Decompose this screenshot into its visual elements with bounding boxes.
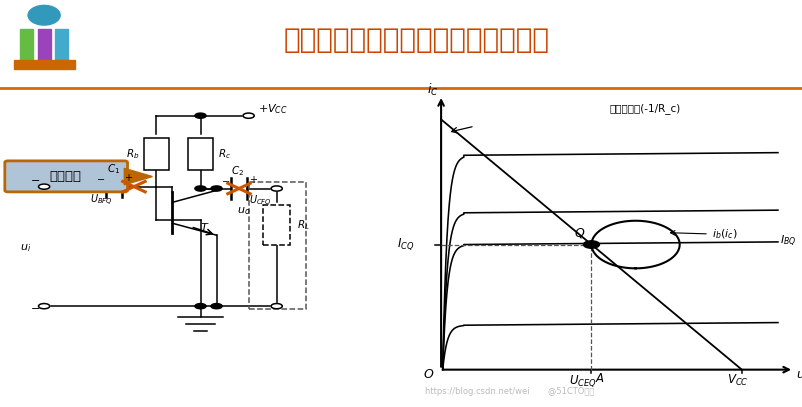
Text: $+$: $+$ [249,174,257,185]
Circle shape [211,186,222,191]
Text: $A$: $A$ [594,372,605,385]
Text: $U_{BFQ}$: $U_{BFQ}$ [90,193,112,208]
FancyBboxPatch shape [5,161,128,192]
Text: https://blog.csdn.net/wei       @51CTO博客: https://blog.csdn.net/wei @51CTO博客 [425,387,594,396]
Bar [263,205,290,245]
Text: $i_b(i_c)$: $i_b(i_c)$ [670,228,738,241]
Text: $i_C$: $i_C$ [427,82,438,98]
Text: $u_o$: $u_o$ [237,205,250,217]
Text: $-$: $-$ [96,173,105,183]
Text: $U_{CFQ}$: $U_{CFQ}$ [249,194,272,209]
Circle shape [243,113,254,118]
Text: 直流负载线(-1/R_c): 直流负载线(-1/R_c) [610,103,681,114]
Text: $u_{CE}$: $u_{CE}$ [796,370,802,383]
Text: $O$: $O$ [423,368,435,381]
Text: $I_{BQ}$: $I_{BQ}$ [780,234,796,249]
Circle shape [38,184,50,189]
Circle shape [211,304,222,309]
Polygon shape [124,168,152,185]
Circle shape [271,304,282,309]
Text: $T$: $T$ [200,221,210,234]
Circle shape [195,186,206,191]
Text: $-$: $-$ [30,174,41,184]
Circle shape [38,304,50,309]
Bar [144,138,169,170]
Text: $u_i$: $u_i$ [20,242,31,254]
Text: $+V_{CC}$: $+V_{CC}$ [258,103,288,116]
Text: 阻容耦合共射放大电路的直流负载线: 阻容耦合共射放大电路的直流负载线 [284,26,550,54]
Text: $C_2$: $C_2$ [231,164,244,178]
Text: $V_{CC}$: $V_{CC}$ [727,373,749,388]
Bar [14,60,75,69]
Bar [20,28,33,63]
Text: $I_{CQ}$: $I_{CQ}$ [397,236,415,252]
Text: $R_L$: $R_L$ [297,218,310,232]
Circle shape [195,304,206,309]
Circle shape [271,186,282,191]
Bar [55,28,68,63]
Text: $R_c$: $R_c$ [218,147,231,161]
Circle shape [584,241,599,248]
Text: $-$: $-$ [221,175,230,185]
Text: 直流通路: 直流通路 [50,170,82,183]
Text: $-$: $-$ [30,302,41,312]
Text: $R_b$: $R_b$ [126,147,140,161]
Bar [188,138,213,170]
Text: $U_{CEQ}$: $U_{CEQ}$ [569,373,597,389]
Text: $C_1$: $C_1$ [107,162,120,176]
Ellipse shape [28,5,60,25]
Text: $Q$: $Q$ [574,226,585,240]
Bar [38,28,51,63]
Circle shape [195,113,206,118]
Text: $+$: $+$ [124,172,133,183]
